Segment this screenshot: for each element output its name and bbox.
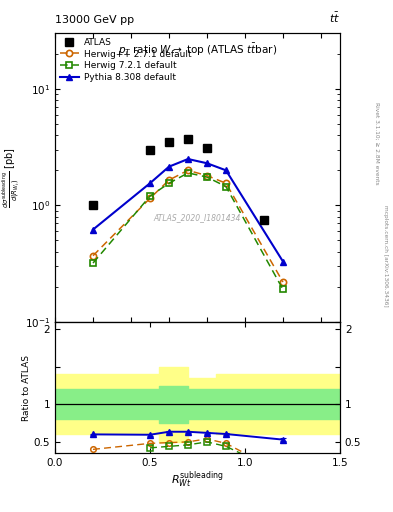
Pythia 8.308 default <box>224 167 228 174</box>
Pythia 8.308 default <box>281 259 285 265</box>
Herwig++ 2.7.1 default <box>224 180 228 186</box>
Legend: ATLAS, Herwig++ 2.7.1 default, Herwig 7.2.1 default, Pythia 8.308 default: ATLAS, Herwig++ 2.7.1 default, Herwig 7.… <box>58 36 193 84</box>
ATLAS <box>205 145 209 151</box>
Herwig++ 2.7.1 default <box>91 252 95 259</box>
Herwig 7.2.1 default <box>224 183 228 189</box>
Line: Herwig++ 2.7.1 default: Herwig++ 2.7.1 default <box>90 167 286 285</box>
Text: mcplots.cern.ch [arXiv:1306.3436]: mcplots.cern.ch [arXiv:1306.3436] <box>384 205 388 307</box>
Text: ATLAS_2020_I1801434: ATLAS_2020_I1801434 <box>154 214 241 223</box>
Herwig 7.2.1 default <box>205 174 209 180</box>
Y-axis label: Ratio to ATLAS: Ratio to ATLAS <box>22 354 31 420</box>
Herwig 7.2.1 default <box>91 260 95 266</box>
Herwig 7.2.1 default <box>148 193 152 199</box>
X-axis label: $R_{Wt}^{\mathrm{subleading}}$: $R_{Wt}^{\mathrm{subleading}}$ <box>171 470 224 490</box>
Herwig++ 2.7.1 default <box>148 195 152 201</box>
Pythia 8.308 default <box>167 164 171 170</box>
ATLAS <box>262 217 266 223</box>
Line: Pythia 8.308 default: Pythia 8.308 default <box>90 156 286 265</box>
Herwig 7.2.1 default <box>167 180 171 186</box>
Text: Rivet 3.1.10; ≥ 2.8M events: Rivet 3.1.10; ≥ 2.8M events <box>374 102 379 185</box>
ATLAS <box>185 136 190 142</box>
Pythia 8.308 default <box>91 226 95 232</box>
Text: $t\bar{t}$: $t\bar{t}$ <box>329 10 340 25</box>
Text: $p_T$ ratio $W\rightarrow$ top (ATLAS $t\bar{t}$bar): $p_T$ ratio $W\rightarrow$ top (ATLAS $t… <box>118 42 277 58</box>
Line: ATLAS: ATLAS <box>89 135 268 224</box>
Herwig++ 2.7.1 default <box>205 173 209 179</box>
Y-axis label: $\frac{d\sigma^{\mathrm{subleading}}}{d\left(R_{W_t}\right)}$ [pb]: $\frac{d\sigma^{\mathrm{subleading}}}{d\… <box>0 147 22 208</box>
Herwig 7.2.1 default <box>185 170 190 176</box>
Herwig++ 2.7.1 default <box>185 167 190 174</box>
Pythia 8.308 default <box>205 160 209 166</box>
Pythia 8.308 default <box>185 156 190 162</box>
Herwig++ 2.7.1 default <box>281 279 285 285</box>
Text: 13000 GeV pp: 13000 GeV pp <box>55 14 134 25</box>
Herwig 7.2.1 default <box>281 286 285 292</box>
Pythia 8.308 default <box>148 180 152 186</box>
Herwig++ 2.7.1 default <box>167 177 171 183</box>
ATLAS <box>148 147 152 153</box>
ATLAS <box>91 202 95 208</box>
Line: Herwig 7.2.1 default: Herwig 7.2.1 default <box>90 170 286 292</box>
ATLAS <box>167 139 171 145</box>
